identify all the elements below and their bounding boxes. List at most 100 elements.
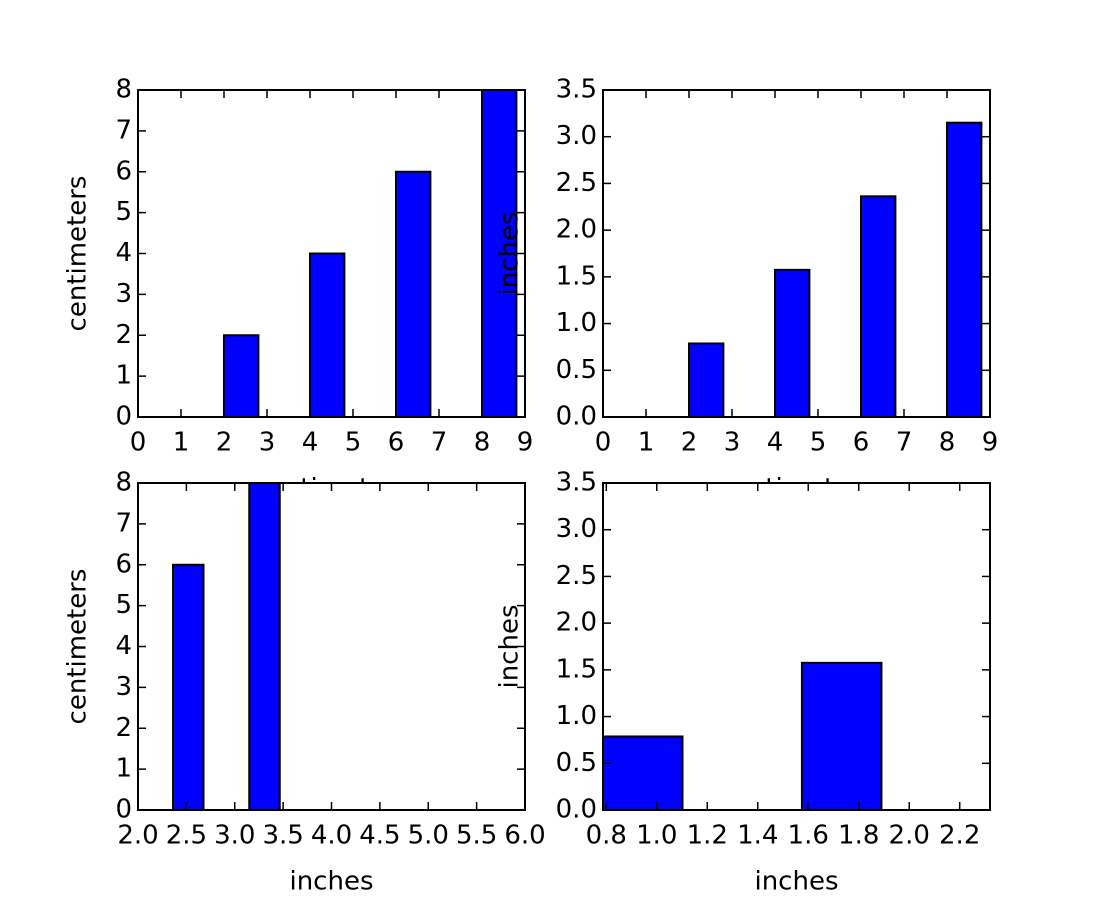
x-tick-label: 0 [130, 428, 147, 458]
x-tick-label: 2.0 [117, 821, 158, 851]
x-tick-label: 0 [595, 428, 612, 458]
bar [688, 342, 725, 417]
axes-frame [137, 89, 526, 418]
y-tick-label: 1 [115, 754, 132, 784]
plot-area [172, 483, 281, 810]
x-tick-label: 2 [681, 428, 698, 458]
bar [223, 334, 260, 417]
x-tick-label: 6 [853, 428, 870, 458]
y-tick-label: 7 [115, 508, 132, 538]
subplot: 0.8 1.0 1.2 1.4 1.6 1.8 2.0 2.2 0.0 0.5 1.0 1.5 2.0 2… [495, 468, 991, 897]
x-tick-label: 6 [388, 428, 405, 458]
x-tick-label: 2 [216, 428, 233, 458]
x-tick-label: 1.4 [737, 821, 778, 851]
x-tick-label: 3.0 [214, 821, 255, 851]
x-tick-label: 7 [431, 428, 448, 458]
y-tick-label: 3 [115, 279, 132, 309]
y-tick-label: 6 [115, 549, 132, 579]
y-tick-label: 0.5 [556, 748, 597, 778]
x-tick-label: 9 [982, 428, 999, 458]
y-tick-label: 3.0 [556, 121, 597, 151]
y-tick-label: 4 [115, 238, 132, 268]
y-tick-label: 3.5 [556, 468, 597, 498]
x-tick-label: 5.5 [456, 821, 497, 851]
y-axis-label: centimeters [63, 569, 93, 725]
x-tick-label: 5 [810, 428, 827, 458]
y-tick-label: 7 [115, 115, 132, 145]
bar [800, 661, 883, 810]
x-tick-label: 5.0 [408, 821, 449, 851]
axes-frame [602, 482, 991, 811]
x-tick-label: 7 [896, 428, 913, 458]
axes-frame [137, 482, 526, 811]
y-tick-label: 2.0 [556, 608, 597, 638]
x-tick-label: 4 [767, 428, 784, 458]
y-tick-label: 0.0 [556, 795, 597, 825]
x-tick-label: 1.6 [788, 821, 829, 851]
bar [481, 90, 518, 417]
y-tick-label: 1.0 [556, 308, 597, 338]
y-tick-label: 2 [115, 713, 132, 743]
x-tick-label: 1.2 [687, 821, 728, 851]
y-tick-label: 0 [115, 795, 132, 825]
axes-frame [602, 89, 991, 418]
x-tick-label: 6.0 [504, 821, 545, 851]
bar [395, 170, 432, 417]
y-tick-label: 3.0 [556, 514, 597, 544]
x-axis-label: inches [289, 867, 373, 897]
bar [946, 121, 983, 417]
x-tick-label: 1 [638, 428, 655, 458]
bar [860, 195, 897, 417]
bar [774, 268, 811, 417]
subplot: 01234567890.00.51.01.52.02.53.03.5centim… [495, 75, 999, 504]
y-tick-label: 3 [115, 672, 132, 702]
plot-area [223, 90, 518, 417]
bar [603, 735, 684, 810]
x-tick-label: 2.2 [939, 821, 980, 851]
subplot: 0123456789012345678centimeterscentimeter… [63, 75, 534, 504]
subplot: 2.0 2.5 3.0 3.5 4.0 4.5 5.0 5.5 6.0 0 1 2 3 4 5 6 7 8 inch… [63, 468, 546, 897]
y-tick-label: 6 [115, 156, 132, 186]
x-tick-label: 1.8 [838, 821, 879, 851]
y-axis-label: centimeters [63, 176, 93, 332]
x-tick-label: 8 [939, 428, 956, 458]
y-tick-label: 1.5 [556, 261, 597, 291]
y-tick-label: 8 [115, 75, 132, 105]
y-tick-label: 2.0 [556, 215, 597, 245]
y-tick-label: 0.5 [556, 355, 597, 385]
y-axis-label: inches [495, 211, 525, 295]
y-tick-label: 3.5 [556, 75, 597, 105]
y-tick-label: 1.0 [556, 701, 597, 731]
y-tick-label: 1.5 [556, 654, 597, 684]
x-tick-label: 1 [173, 428, 190, 458]
x-tick-label: 4.5 [359, 821, 400, 851]
y-tick-label: 8 [115, 468, 132, 498]
plot-area [603, 661, 883, 810]
y-tick-label: 2.5 [556, 561, 597, 591]
x-tick-label: 1.0 [636, 821, 677, 851]
x-tick-label: 4.0 [311, 821, 352, 851]
y-tick-label: 2.5 [556, 168, 597, 198]
x-tick-label: 2.0 [889, 821, 930, 851]
y-tick-label: 1 [115, 361, 132, 391]
bar [248, 483, 281, 810]
x-tick-label: 0.8 [586, 821, 627, 851]
bar [172, 563, 205, 810]
x-tick-label: 3 [259, 428, 276, 458]
x-tick-label: 3 [724, 428, 741, 458]
x-tick-label: 9 [517, 428, 534, 458]
plot-area [688, 121, 983, 417]
y-tick-label: 5 [115, 197, 132, 227]
y-tick-label: 4 [115, 631, 132, 661]
y-tick-label: 5 [115, 590, 132, 620]
y-axis-label: inches [495, 604, 525, 688]
bar [309, 252, 346, 417]
x-axis-label: inches [754, 867, 838, 897]
x-tick-label: 3.5 [262, 821, 303, 851]
x-tick-label: 8 [474, 428, 491, 458]
y-tick-label: 0 [115, 402, 132, 432]
x-tick-label: 2.5 [166, 821, 207, 851]
x-tick-label: 5 [345, 428, 362, 458]
x-tick-label: 4 [302, 428, 319, 458]
